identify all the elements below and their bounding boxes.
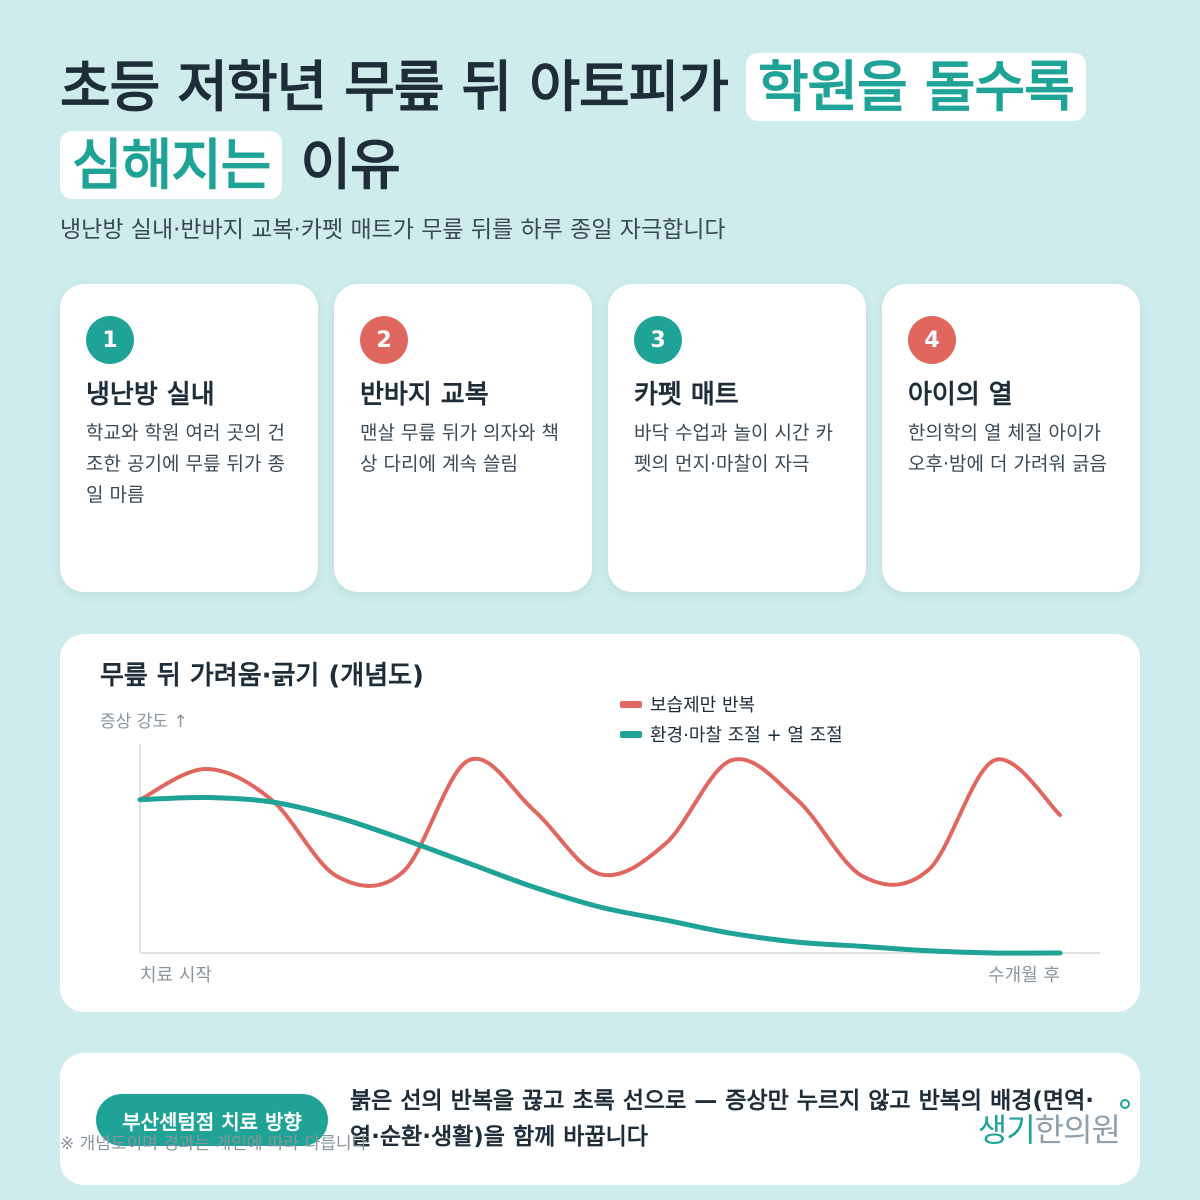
card-title: 카펫 매트 <box>634 380 739 410</box>
y-axis-label: 증상 강도 ↑ <box>100 712 188 732</box>
x-axis-end-label: 수개월 후 <box>988 965 1060 986</box>
legend-label-red: 보습제만 반복 <box>650 695 755 716</box>
treatment-description: 붉은 선의 반복을 끊고 초록 선으로 — 증상만 누르지 않고 반복의 배경(… <box>350 1088 1094 1150</box>
card-carpet-mat: 3 카펫 매트 바닥 수업과 놀이 시간 카펫의 먼지·마찰이 자극 <box>608 284 866 592</box>
page-title: 초등 저학년 무릎 뒤 아토피가 학원을 돌수록 심해지는 이유 <box>60 48 1140 204</box>
card-number-badge: 4 <box>908 316 956 364</box>
card-heating-cooling: 1 냉난방 실내 학교와 학원 여러 곳의 건조한 공기에 무릎 뒤가 종일 마… <box>60 284 318 592</box>
legend-swatch-teal <box>620 731 642 738</box>
clinic-logo: 생기한의원 <box>978 1099 1130 1151</box>
series-line-moisturizer-only <box>138 756 1062 888</box>
chart-svg: 무릎 뒤 가려움·긁기 (개념도) 증상 강도 ↑ 치료 시작 수개월 후 보습… <box>100 661 1100 986</box>
card-title: 냉난방 실내 <box>86 380 215 410</box>
bottom-panel: 부산센텀점 치료 방향 붉은 선의 반복을 끊고 초록 선으로 — 증상만 누르… <box>60 1053 1140 1185</box>
chart-title: 무릎 뒤 가려움·긁기 (개념도) <box>100 661 424 691</box>
page-subtitle: 냉난방 실내·반바지 교복·카펫 매트가 무릎 뒤를 하루 종일 자극합니다 <box>60 217 726 243</box>
card-title: 반바지 교복 <box>360 380 489 410</box>
disclaimer-note: ※ 개념도이며 경과는 개인에 따라 다릅니다 <box>60 1134 368 1154</box>
card-number-badge: 2 <box>360 316 408 364</box>
series-line-environment-heat-control <box>137 794 1063 956</box>
card-description: 학교와 학원 여러 곳의 건조한 공기에 무릎 뒤가 종일 마름 <box>86 422 285 506</box>
legend-label-teal: 환경·마찰 조절 + 열 조절 <box>650 725 843 746</box>
logo-dot-icon <box>1120 1099 1130 1109</box>
x-axis-start-label: 치료 시작 <box>140 965 212 986</box>
card-shorts-uniform: 2 반바지 교복 맨살 무릎 뒤가 의자와 책상 다리에 계속 쓸림 <box>334 284 592 592</box>
card-number-badge: 3 <box>634 316 682 364</box>
card-child-heat: 4 아이의 열 한의학의 열 체질 아이가 오후·밤에 더 가려워 긁음 <box>882 284 1140 592</box>
chart-panel: 무릎 뒤 가려움·긁기 (개념도) 증상 강도 ↑ 치료 시작 수개월 후 보습… <box>60 634 1140 1012</box>
card-title: 아이의 열 <box>908 380 1013 410</box>
card-description: 한의학의 열 체질 아이가 오후·밤에 더 가려워 긁음 <box>908 422 1107 475</box>
card-number-badge: 1 <box>86 316 134 364</box>
legend-swatch-red <box>620 701 642 708</box>
card-description: 맨살 무릎 뒤가 의자와 책상 다리에 계속 쓸림 <box>360 422 559 475</box>
treatment-direction-pill: 부산센텀점 치료 방향 <box>96 1094 328 1146</box>
card-description: 바닥 수업과 놀이 시간 카펫의 먼지·마찰이 자극 <box>634 422 833 475</box>
